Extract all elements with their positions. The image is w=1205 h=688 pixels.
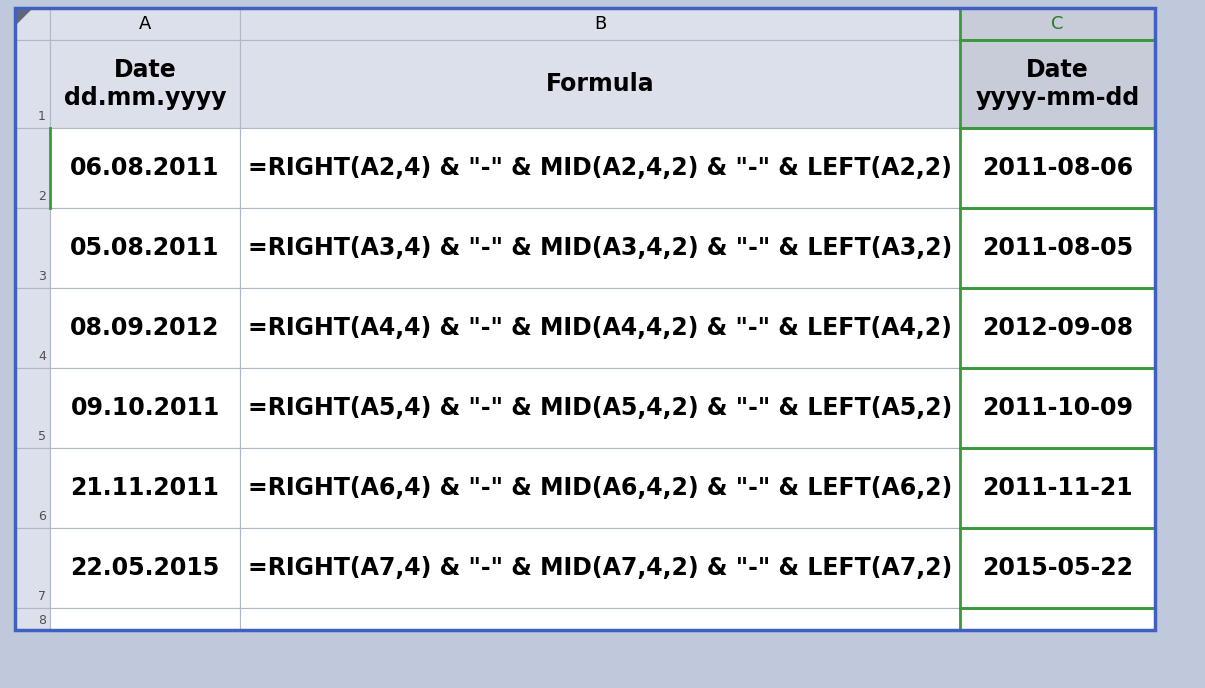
Text: =RIGHT(A2,4) & "-" & MID(A2,4,2) & "-" & LEFT(A2,2): =RIGHT(A2,4) & "-" & MID(A2,4,2) & "-" &…	[248, 156, 952, 180]
Bar	[960, 208, 1156, 288]
Text: 5: 5	[39, 430, 46, 443]
Bar	[49, 368, 240, 448]
Text: 6: 6	[39, 510, 46, 523]
Bar	[960, 288, 1156, 368]
Text: =RIGHT(A3,4) & "-" & MID(A3,4,2) & "-" & LEFT(A3,2): =RIGHT(A3,4) & "-" & MID(A3,4,2) & "-" &…	[248, 236, 952, 260]
Text: Formula: Formula	[546, 72, 654, 96]
Text: A: A	[139, 15, 151, 33]
Bar	[14, 368, 49, 448]
Bar	[49, 8, 240, 40]
Text: 2012-09-08: 2012-09-08	[982, 316, 1133, 340]
Text: 8: 8	[39, 614, 46, 627]
Text: 7: 7	[39, 590, 46, 603]
Text: 2015-05-22: 2015-05-22	[982, 556, 1133, 580]
Text: 09.10.2011: 09.10.2011	[70, 396, 219, 420]
Bar	[240, 608, 960, 630]
Bar	[14, 528, 49, 608]
Bar	[960, 8, 1156, 40]
Bar	[14, 40, 49, 128]
Bar	[49, 128, 240, 208]
Bar	[240, 8, 960, 40]
Text: 2011-10-09: 2011-10-09	[982, 396, 1133, 420]
Text: Date
yyyy-mm-dd: Date yyyy-mm-dd	[975, 58, 1140, 110]
Text: B: B	[594, 15, 606, 33]
Text: 2011-08-05: 2011-08-05	[982, 236, 1133, 260]
Bar	[49, 448, 240, 528]
Bar	[14, 608, 49, 630]
Text: 3: 3	[39, 270, 46, 283]
Bar	[960, 40, 1156, 128]
Bar	[240, 40, 960, 128]
Text: =RIGHT(A6,4) & "-" & MID(A6,4,2) & "-" & LEFT(A6,2): =RIGHT(A6,4) & "-" & MID(A6,4,2) & "-" &…	[248, 476, 952, 500]
Bar	[960, 128, 1156, 208]
Bar	[240, 448, 960, 528]
Bar	[960, 368, 1156, 448]
Bar	[14, 288, 49, 368]
Bar	[49, 40, 240, 128]
Text: 05.08.2011: 05.08.2011	[70, 236, 219, 260]
Bar	[49, 288, 240, 368]
Bar	[240, 128, 960, 208]
Bar	[49, 608, 240, 630]
Text: Date
dd.mm.yyyy: Date dd.mm.yyyy	[64, 58, 227, 110]
Bar	[14, 128, 49, 208]
Bar	[14, 208, 49, 288]
Bar	[960, 448, 1156, 528]
Bar	[240, 288, 960, 368]
Text: 2011-08-06: 2011-08-06	[982, 156, 1133, 180]
Text: 1: 1	[39, 110, 46, 123]
Text: 21.11.2011: 21.11.2011	[71, 476, 219, 500]
Text: C: C	[1051, 15, 1064, 33]
Text: 22.05.2015: 22.05.2015	[70, 556, 219, 580]
Text: 08.09.2012: 08.09.2012	[70, 316, 219, 340]
Bar	[49, 208, 240, 288]
Text: =RIGHT(A5,4) & "-" & MID(A5,4,2) & "-" & LEFT(A5,2): =RIGHT(A5,4) & "-" & MID(A5,4,2) & "-" &…	[248, 396, 952, 420]
Bar	[14, 448, 49, 528]
Bar	[240, 528, 960, 608]
Text: 4: 4	[39, 350, 46, 363]
Bar	[960, 528, 1156, 608]
Bar	[240, 208, 960, 288]
Text: =RIGHT(A7,4) & "-" & MID(A7,4,2) & "-" & LEFT(A7,2): =RIGHT(A7,4) & "-" & MID(A7,4,2) & "-" &…	[248, 556, 952, 580]
Polygon shape	[17, 10, 31, 24]
Text: =RIGHT(A4,4) & "-" & MID(A4,4,2) & "-" & LEFT(A4,2): =RIGHT(A4,4) & "-" & MID(A4,4,2) & "-" &…	[248, 316, 952, 340]
Bar	[240, 368, 960, 448]
Bar	[960, 608, 1156, 630]
Text: 06.08.2011: 06.08.2011	[70, 156, 219, 180]
Text: 2011-11-21: 2011-11-21	[982, 476, 1133, 500]
Bar	[49, 528, 240, 608]
Text: 2: 2	[39, 190, 46, 203]
Bar	[14, 8, 49, 40]
